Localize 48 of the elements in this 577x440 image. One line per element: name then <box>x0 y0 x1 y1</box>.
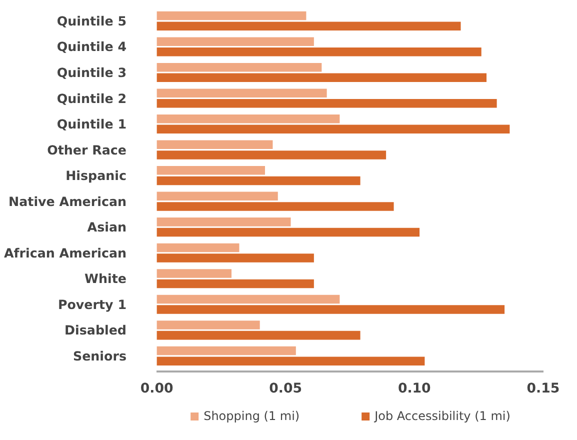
bar <box>156 279 314 288</box>
bar <box>156 124 510 134</box>
y-tick-label: White <box>84 271 127 286</box>
y-tick-label: Quintile 3 <box>56 64 126 80</box>
bar <box>156 320 260 330</box>
bar <box>156 356 425 366</box>
bar <box>156 254 314 262</box>
y-tick-label: Quintile 2 <box>56 90 126 106</box>
y-tick-label: Native American <box>8 194 127 209</box>
y-tick-label: Quintile 4 <box>56 39 127 54</box>
y-tick-label: Hispanic <box>66 168 127 184</box>
bar <box>156 305 505 314</box>
bar <box>156 11 306 20</box>
y-tick-label: Poverty 1 <box>58 296 127 312</box>
x-tick-label: 0.00 <box>140 381 174 396</box>
x-tick-label: 0.10 <box>398 381 431 396</box>
bar <box>156 62 322 72</box>
bar <box>156 150 386 160</box>
bar <box>156 346 296 356</box>
bar <box>156 140 273 150</box>
x-tick-label: 0.05 <box>269 381 302 396</box>
bar <box>156 99 497 108</box>
bar <box>156 22 461 30</box>
legend-label: Job Accessibility (1 mi) <box>374 409 510 423</box>
bar <box>156 228 420 237</box>
bar <box>156 294 340 304</box>
bar <box>156 202 394 211</box>
x-tick-label: 0.15 <box>526 381 560 396</box>
bar <box>156 37 314 46</box>
y-tick-label: Asian <box>87 220 126 235</box>
legend-label: Shopping (1 mi) <box>204 409 300 423</box>
bar <box>156 48 482 56</box>
bar <box>156 218 291 226</box>
y-tick-label: Other Race <box>47 142 127 158</box>
y-tick-label: Quintile 5 <box>56 13 126 28</box>
bar <box>156 176 360 186</box>
bar <box>156 166 265 175</box>
bar <box>156 243 240 252</box>
bar <box>156 192 278 201</box>
bar <box>156 269 232 278</box>
bar <box>156 73 487 82</box>
y-tick-label: Seniors <box>72 348 127 364</box>
y-tick-label: Disabled <box>64 322 127 338</box>
bar <box>156 114 340 124</box>
y-tick-label: African American <box>4 245 127 260</box>
bar <box>156 88 327 98</box>
bar <box>156 330 360 340</box>
y-tick-label: Quintile 1 <box>56 116 126 132</box>
